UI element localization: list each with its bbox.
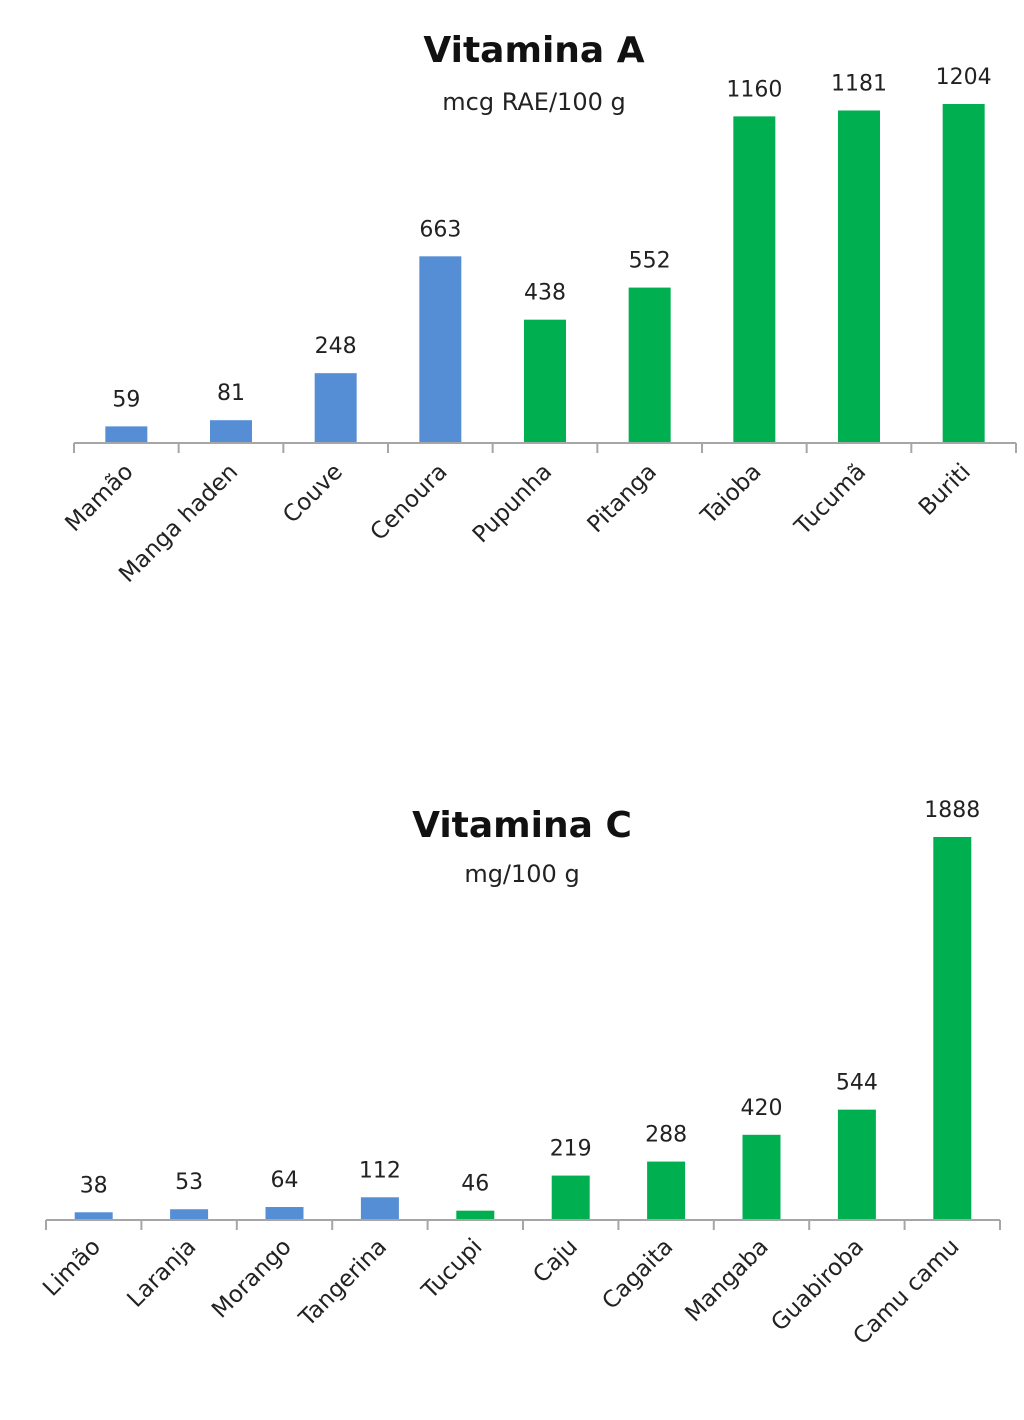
category-label: Taioba bbox=[696, 459, 767, 530]
data-labels-group: 38 53 64 112 46 219 288 420 544 1888 bbox=[80, 798, 981, 1198]
bar-morango bbox=[265, 1207, 304, 1220]
bar-laranja bbox=[170, 1209, 209, 1220]
bar-cenoura bbox=[419, 256, 462, 443]
chart-title: Vitamina A bbox=[423, 30, 644, 71]
vitamin-c-chart: Vitamina C mg/100 g 38 53 64 112 46 219 288 420… bbox=[38, 798, 1001, 1350]
data-label: 38 bbox=[80, 1173, 108, 1198]
category-label: Pitanga bbox=[583, 459, 662, 538]
bar-couve bbox=[314, 373, 357, 443]
vitamin-a-chart: Vitamina A mcg RAE/100 g 59 81 248 663 438 55… bbox=[60, 30, 1017, 588]
category-label: Cenoura bbox=[366, 459, 453, 546]
data-label: 288 bbox=[645, 1123, 687, 1148]
x-axis bbox=[73, 442, 1017, 453]
data-label: 420 bbox=[741, 1096, 783, 1121]
bar-cagaita bbox=[647, 1161, 686, 1220]
chart-title: Vitamina C bbox=[412, 805, 632, 846]
data-label: 1181 bbox=[831, 71, 887, 96]
bar-taioba bbox=[733, 116, 776, 443]
category-label: Guabiroba bbox=[766, 1234, 869, 1337]
category-label: Laranja bbox=[122, 1234, 201, 1313]
bar-mangaba bbox=[742, 1134, 781, 1220]
bars-group bbox=[74, 837, 972, 1220]
data-label: 248 bbox=[315, 334, 357, 359]
data-label: 219 bbox=[550, 1137, 592, 1162]
chart-subtitle: mg/100 g bbox=[464, 860, 579, 888]
data-label: 64 bbox=[271, 1168, 299, 1193]
category-label: Mangaba bbox=[680, 1234, 773, 1327]
data-label: 544 bbox=[836, 1071, 878, 1096]
data-label: 59 bbox=[112, 387, 140, 412]
data-label: 663 bbox=[419, 217, 461, 242]
bar-tucumã bbox=[838, 110, 880, 443]
category-label: Cagaita bbox=[597, 1234, 678, 1315]
bar-limão bbox=[74, 1212, 113, 1220]
bar-pitanga bbox=[628, 287, 671, 443]
category-label: Couve bbox=[278, 459, 348, 529]
x-axis bbox=[45, 1219, 1001, 1230]
category-label: Caju bbox=[528, 1234, 583, 1289]
bar-tangerina bbox=[360, 1197, 399, 1220]
bar-guabiroba bbox=[837, 1109, 876, 1220]
bars-group bbox=[105, 104, 985, 443]
bar-camu-camu bbox=[933, 837, 972, 1220]
data-label: 1160 bbox=[726, 77, 782, 102]
data-label: 81 bbox=[217, 381, 245, 406]
bar-mamão bbox=[105, 426, 148, 443]
bar-caju bbox=[551, 1175, 590, 1220]
data-label: 1888 bbox=[924, 798, 980, 823]
data-labels-group: 59 81 248 663 438 552 1160 1181 1204 bbox=[112, 65, 991, 412]
bar-buriti bbox=[942, 104, 985, 443]
data-label: 46 bbox=[461, 1172, 489, 1197]
data-label: 112 bbox=[359, 1158, 401, 1183]
data-label: 1204 bbox=[936, 65, 992, 90]
data-label: 552 bbox=[629, 249, 671, 274]
category-label: Morango bbox=[207, 1234, 297, 1324]
category-label: Limão bbox=[38, 1234, 106, 1302]
data-label: 53 bbox=[175, 1170, 203, 1195]
bar-tucupi bbox=[456, 1210, 495, 1220]
data-label: 438 bbox=[524, 281, 566, 306]
bar-manga-haden bbox=[210, 420, 252, 443]
category-label: Pupunha bbox=[468, 459, 557, 548]
category-label: Buriti bbox=[914, 459, 976, 521]
chart-subtitle: mcg RAE/100 g bbox=[442, 88, 625, 116]
category-label: Mamão bbox=[60, 459, 138, 537]
category-label: Tangerina bbox=[294, 1234, 392, 1332]
category-label: Tucupi bbox=[417, 1234, 488, 1305]
bar-pupunha bbox=[524, 319, 566, 443]
category-label: Tucumã bbox=[789, 459, 871, 541]
